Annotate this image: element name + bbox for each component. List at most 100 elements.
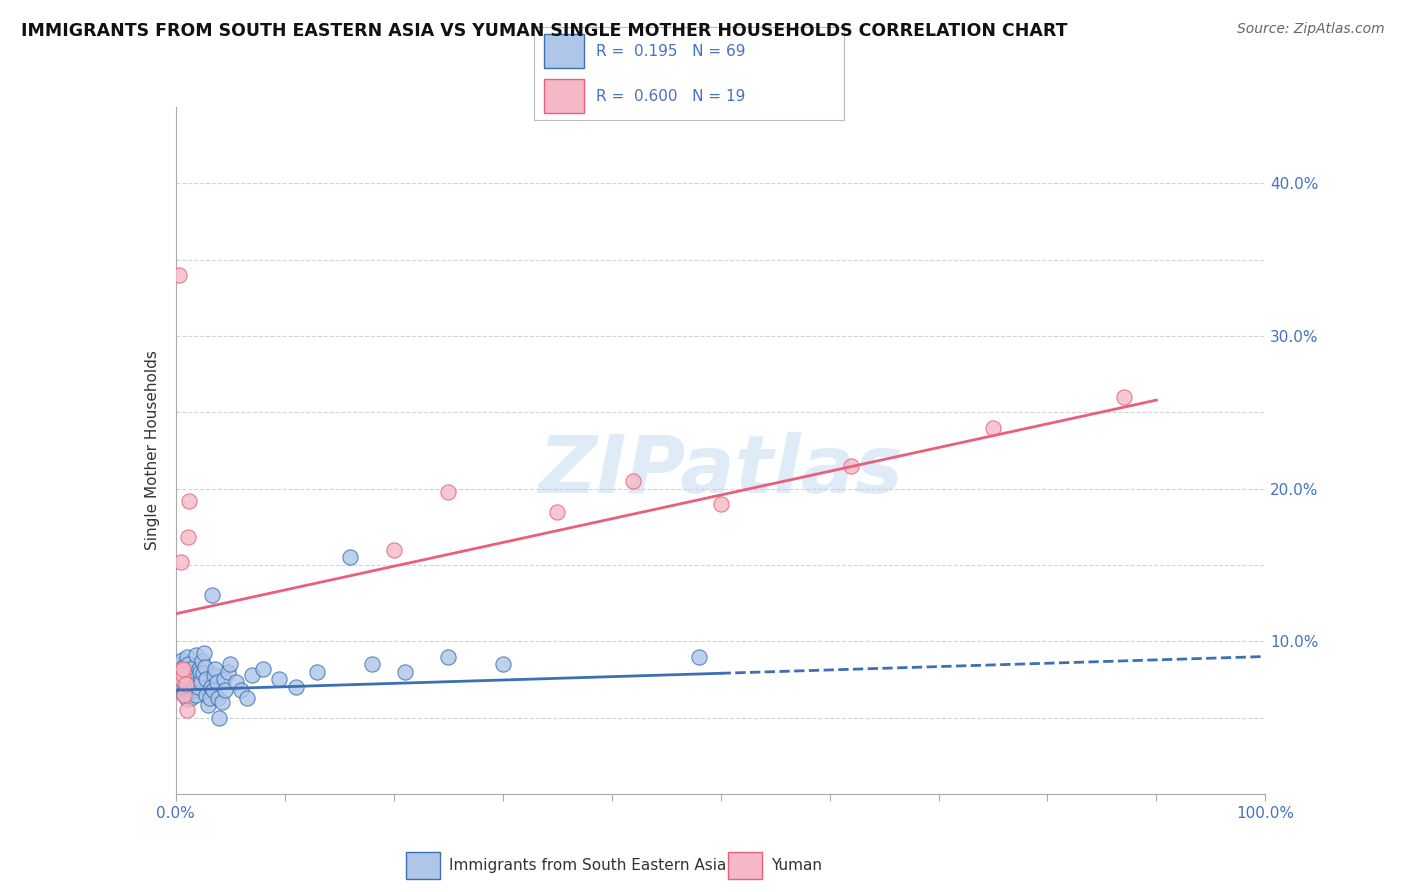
Point: [172, 668, 194, 682]
Point: [176, 692, 198, 706]
Point: [231, 683, 253, 698]
Point: [172, 660, 194, 674]
Point: [169, 657, 191, 672]
Point: [492, 657, 515, 672]
Point: [193, 647, 215, 661]
Point: [173, 688, 195, 702]
Point: [172, 680, 194, 694]
Point: [181, 673, 204, 687]
Point: [219, 657, 242, 672]
Point: [546, 504, 568, 518]
Point: [186, 648, 208, 662]
FancyBboxPatch shape: [544, 34, 583, 68]
Point: [170, 555, 193, 569]
Point: [437, 649, 460, 664]
Point: [201, 683, 224, 698]
Point: [191, 654, 214, 668]
Point: [225, 675, 247, 690]
Point: [172, 668, 194, 682]
Point: [177, 657, 200, 672]
Text: IMMIGRANTS FROM SOUTH EASTERN ASIA VS YUMAN SINGLE MOTHER HOUSEHOLDS CORRELATION: IMMIGRANTS FROM SOUTH EASTERN ASIA VS YU…: [21, 22, 1067, 40]
Point: [172, 662, 194, 676]
Point: [188, 673, 211, 687]
Point: [204, 662, 226, 676]
Point: [167, 268, 190, 282]
Point: [177, 531, 200, 545]
Point: [179, 673, 201, 688]
Point: [186, 688, 208, 702]
Point: [200, 680, 222, 694]
Point: [211, 695, 233, 709]
Point: [181, 666, 204, 681]
Text: Source: ZipAtlas.com: Source: ZipAtlas.com: [1237, 22, 1385, 37]
Text: Yuman: Yuman: [770, 858, 823, 872]
Point: [1112, 390, 1135, 404]
Point: [208, 710, 231, 724]
Point: [394, 665, 416, 679]
Point: [170, 665, 193, 679]
Point: [841, 458, 863, 473]
Point: [382, 542, 405, 557]
Point: [252, 662, 274, 676]
Point: [176, 649, 198, 664]
Point: [179, 668, 201, 682]
FancyBboxPatch shape: [544, 79, 583, 113]
Point: [201, 589, 224, 603]
Point: [188, 665, 211, 679]
Point: [183, 677, 205, 691]
Point: [284, 680, 307, 694]
Point: [198, 690, 221, 705]
Point: [177, 675, 200, 690]
Point: [240, 668, 263, 682]
Point: [174, 677, 197, 691]
Point: [172, 673, 194, 687]
Point: [174, 683, 197, 698]
Point: [202, 668, 225, 682]
Point: [170, 662, 193, 676]
Point: [180, 662, 202, 676]
Point: [183, 660, 205, 674]
FancyBboxPatch shape: [406, 852, 440, 879]
Point: [173, 677, 195, 691]
Point: [710, 497, 733, 511]
Point: [197, 698, 219, 713]
Point: [688, 649, 710, 664]
Point: [194, 660, 217, 674]
Point: [186, 680, 209, 694]
Point: [191, 666, 214, 681]
Point: [195, 688, 218, 702]
Text: ZIPatlas: ZIPatlas: [538, 432, 903, 510]
Point: [235, 690, 257, 705]
Point: [181, 683, 204, 698]
Point: [307, 665, 329, 679]
Point: [217, 665, 239, 679]
Point: [177, 493, 200, 508]
Point: [339, 550, 361, 565]
Point: [195, 673, 218, 687]
Point: [190, 675, 212, 690]
Point: [177, 669, 200, 683]
Point: [981, 420, 1004, 434]
Text: R =  0.600   N = 19: R = 0.600 N = 19: [596, 88, 745, 103]
Point: [173, 688, 195, 702]
Point: [621, 474, 644, 488]
Text: Immigrants from South Eastern Asia: Immigrants from South Eastern Asia: [450, 858, 727, 872]
Point: [207, 690, 229, 705]
Text: R =  0.195   N = 69: R = 0.195 N = 69: [596, 44, 745, 59]
Point: [176, 703, 198, 717]
Point: [437, 484, 460, 499]
Point: [360, 657, 382, 672]
FancyBboxPatch shape: [728, 852, 762, 879]
Point: [177, 681, 200, 696]
Y-axis label: Single Mother Households: Single Mother Households: [145, 351, 160, 550]
Point: [269, 673, 291, 687]
Point: [170, 673, 193, 687]
Point: [174, 665, 197, 679]
Point: [187, 662, 209, 676]
Point: [205, 675, 228, 690]
Point: [184, 668, 207, 682]
Point: [180, 690, 202, 705]
Point: [214, 683, 236, 698]
Point: [172, 652, 194, 666]
Point: [212, 673, 235, 687]
